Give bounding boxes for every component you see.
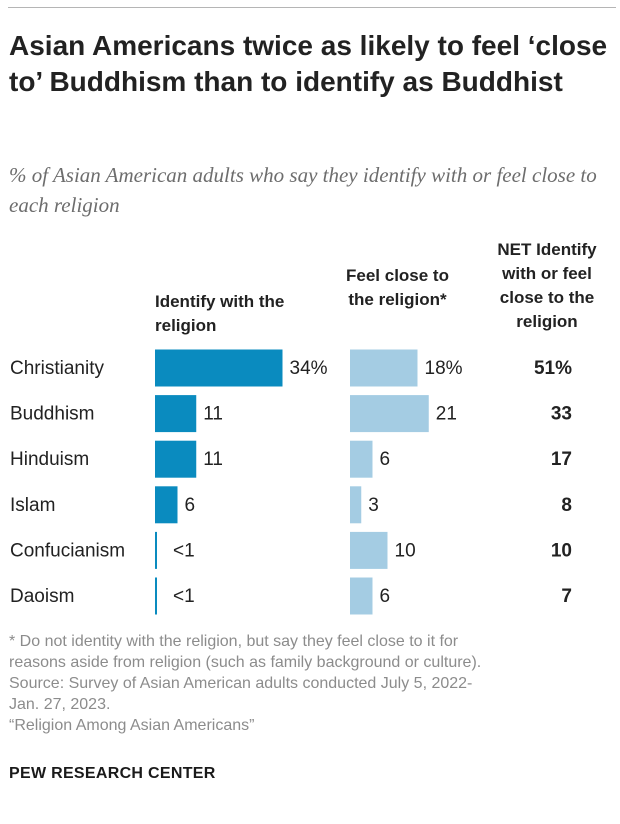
pew-logo-text: PEW RESEARCH CENTER — [9, 765, 216, 782]
asterisk-note-line-2: reasons aside from religion (such as fam… — [9, 654, 482, 671]
feel-close-value-islam: 3 — [368, 495, 379, 516]
top-divider — [8, 7, 616, 8]
identify-value-christianity: 34% — [290, 358, 328, 379]
identify-value-confucianism: <1 — [173, 540, 195, 561]
net-value-islam: 8 — [561, 495, 572, 516]
identify-value-hinduism: 11 — [203, 449, 223, 470]
column-header-net: NET Identify with or feel close to the r… — [497, 240, 597, 331]
category-label-buddhism: Buddhism — [10, 404, 95, 425]
identify-value-islam: 6 — [185, 495, 196, 516]
net-value-hinduism: 17 — [551, 449, 572, 470]
identify-bar-buddhism — [155, 395, 197, 433]
net-value-daoism: 7 — [561, 586, 572, 607]
chart-subtitle: % of Asian American adults who say they … — [9, 163, 597, 217]
feel-close-value-confucianism: 10 — [395, 540, 416, 561]
column-header-identify: Identify with the religion — [155, 292, 285, 335]
feel-close-bar-islam — [350, 486, 362, 524]
identify-bar-islam — [155, 486, 178, 524]
asterisk-note-line-1: * Do not identity with the religion, but… — [9, 633, 459, 650]
identify-value-daoism: <1 — [173, 586, 195, 607]
net-value-christianity: 51% — [534, 358, 572, 379]
feel-close-value-hinduism: 6 — [380, 449, 391, 470]
category-label-hinduism: Hinduism — [10, 449, 89, 470]
feel-close-bar-daoism — [350, 577, 373, 615]
feel-close-value-buddhism: 21 — [436, 404, 457, 425]
bar-chart: Christianity 34% 18% 51% Buddhism 11 21 33 Hindu… — [10, 349, 572, 615]
feel-close-bar-confucianism — [350, 531, 388, 569]
net-value-buddhism: 33 — [551, 404, 572, 425]
category-label-daoism: Daoism — [10, 586, 74, 607]
identify-bar-hinduism — [155, 440, 197, 478]
identify-bar-daoism — [155, 577, 157, 615]
feel-close-value-christianity: 18% — [425, 358, 463, 379]
source-line-1: Source: Survey of Asian American adults … — [9, 675, 473, 692]
column-header-feel-close: Feel close to the religion* — [346, 266, 449, 309]
footnotes: * Do not identity with the religion, but… — [9, 631, 619, 736]
identify-bar-confucianism — [155, 531, 157, 569]
source-line-2: Jan. 27, 2023. — [9, 696, 111, 713]
feel-close-bar-hinduism — [350, 440, 373, 478]
category-label-christianity: Christianity — [10, 358, 104, 379]
chart-title: Asian Americans twice as likely to feel … — [9, 30, 608, 97]
category-label-confucianism: Confucianism — [10, 540, 125, 561]
report-title: “Religion Among Asian Americans” — [9, 717, 255, 734]
feel-close-value-daoism: 6 — [380, 586, 391, 607]
identify-bar-christianity — [155, 349, 283, 387]
net-value-confucianism: 10 — [551, 540, 572, 561]
category-label-islam: Islam — [10, 495, 55, 516]
feel-close-bar-buddhism — [350, 395, 429, 433]
feel-close-bar-christianity — [350, 349, 418, 387]
identify-value-buddhism: 11 — [203, 404, 223, 425]
